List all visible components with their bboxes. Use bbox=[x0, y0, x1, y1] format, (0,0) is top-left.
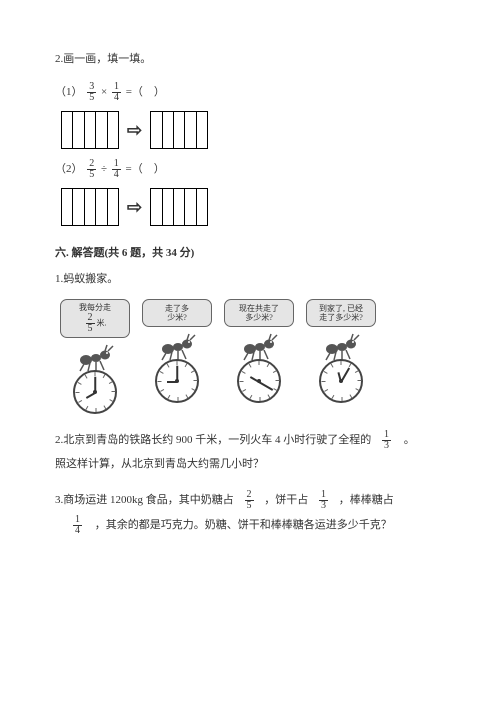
frac-1-4c: 14 bbox=[73, 515, 82, 536]
ant-unit: 走了多少米? bbox=[137, 299, 217, 413]
q2-p2-diagram: ⇨ bbox=[61, 188, 445, 226]
q6-1-title: 1.蚂蚁搬家。 bbox=[55, 270, 445, 290]
frac-1-3b: 13 bbox=[319, 490, 328, 511]
rect-right2 bbox=[150, 188, 208, 226]
ant-unit: 我每分走25米. bbox=[55, 299, 135, 413]
frac-1-3: 13 bbox=[382, 430, 391, 451]
ants-row: 我每分走25米. 走了多少米? 现在共走了多少米? 到家了, 已经走了多少米? bbox=[55, 299, 445, 413]
section-6-heading: 六. 解答题(共 6 题，共 34 分) bbox=[55, 244, 445, 264]
rect-right bbox=[150, 111, 208, 149]
q6-3-text-c: ，棒棒糖占 bbox=[339, 494, 394, 506]
speech-bubble: 走了多少米? bbox=[142, 299, 212, 327]
clock-icon bbox=[237, 359, 281, 403]
arrow-icon-2: ⇨ bbox=[127, 191, 142, 223]
op-div: ÷ bbox=[101, 163, 107, 175]
speech-bubble: 我每分走25米. bbox=[60, 299, 130, 337]
clock-icon bbox=[319, 359, 363, 403]
ant-icon bbox=[236, 331, 282, 361]
ant-unit: 现在共走了多少米? bbox=[219, 299, 299, 413]
q2-title: 2.画一画，填一填。 bbox=[55, 50, 445, 70]
clock-icon bbox=[155, 359, 199, 403]
speech-bubble: 现在共走了多少米? bbox=[224, 299, 294, 327]
frac-1-4: 14 bbox=[112, 82, 121, 103]
ant-icon bbox=[72, 342, 118, 372]
q6-3-text-a: 3.商场运进 1200kg 食品，其中奶糖占 bbox=[55, 494, 234, 506]
frac-2-5: 25 bbox=[87, 159, 96, 180]
ant-icon bbox=[318, 331, 364, 361]
q2-p1-suffix: =（ ） bbox=[126, 86, 165, 98]
q6-3: 3.商场运进 1200kg 食品，其中奶糖占 25 ，饼干占 13 ，棒棒糖占 … bbox=[55, 490, 445, 536]
speech-bubble: 到家了, 已经走了多少米? bbox=[306, 299, 376, 327]
q2-p2-suffix: =（ ） bbox=[126, 163, 165, 175]
q6-2-text-a: 2.北京到青岛的铁路长约 900 千米，一列火车 4 小时行驶了全程的 bbox=[55, 434, 371, 446]
q6-3-text-b: ，饼干占 bbox=[264, 494, 308, 506]
q6-2-text-b: 。 bbox=[404, 434, 415, 446]
frac-3-5: 35 bbox=[87, 82, 96, 103]
frac-2-5b: 25 bbox=[245, 490, 254, 511]
arrow-icon: ⇨ bbox=[127, 114, 142, 146]
q2-part1-expr: （1） 35 × 14 =（ ） bbox=[55, 82, 445, 103]
op-mul: × bbox=[101, 86, 107, 98]
ant-icon bbox=[154, 331, 200, 361]
q6-3-text-d: ，其余的都是巧克力。奶糖、饼干和棒棒糖各运进多少千克？ bbox=[95, 519, 392, 531]
q6-2: 2.北京到青岛的铁路长约 900 千米，一列火车 4 小时行驶了全程的 13 。… bbox=[55, 430, 445, 475]
rect-left bbox=[61, 111, 119, 149]
q2-p1-diagram: ⇨ bbox=[61, 111, 445, 149]
rect-left2 bbox=[61, 188, 119, 226]
q2-p1-prefix: （1） bbox=[55, 86, 83, 98]
q2-part2-expr: （2） 25 ÷ 14 =（ ） bbox=[55, 159, 445, 180]
q2-p2-prefix: （2） bbox=[55, 163, 83, 175]
frac-1-4b: 14 bbox=[112, 159, 121, 180]
q6-2-line2: 照这样计算，从北京到青岛大约需几小时？ bbox=[55, 455, 445, 475]
clock-icon bbox=[73, 370, 117, 414]
ant-unit: 到家了, 已经走了多少米? bbox=[301, 299, 381, 413]
